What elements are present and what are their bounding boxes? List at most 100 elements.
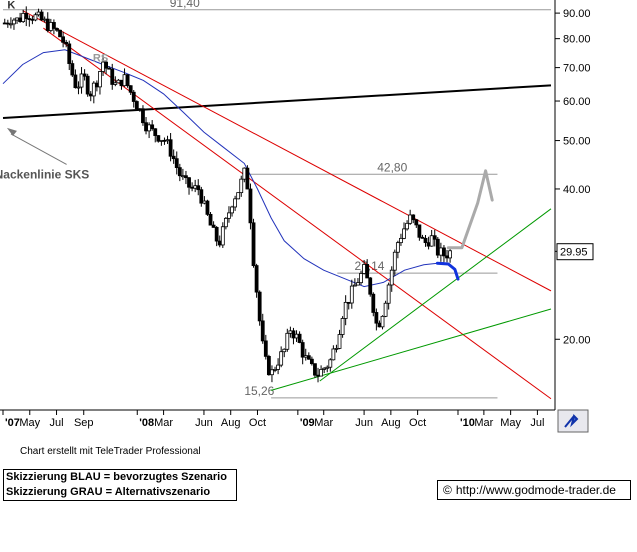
price-candle xyxy=(448,248,452,263)
price-candle xyxy=(39,9,44,22)
price-candle xyxy=(334,344,339,353)
price-candle xyxy=(24,6,29,27)
price-candle xyxy=(423,235,428,247)
price-candle xyxy=(12,17,16,30)
price-candle xyxy=(331,345,336,361)
scenario-gray-sketch xyxy=(446,169,494,250)
pattern-label-0: K xyxy=(7,0,15,11)
x-tick-label-13: Oct xyxy=(409,417,426,429)
price-candle xyxy=(73,69,78,89)
support-steep-line xyxy=(319,208,552,382)
chart-settings-button[interactable] xyxy=(557,409,589,433)
price-candle xyxy=(349,279,354,309)
price-candle xyxy=(131,90,136,108)
x-tick-label-2: Jul xyxy=(49,417,63,429)
source-link[interactable]: © http://www.godmode-trader.de xyxy=(437,480,631,500)
pattern-label-1: RS xyxy=(93,52,108,64)
price-candle xyxy=(208,212,213,226)
y-tick-label-2: 70.00 xyxy=(563,63,591,75)
chart-credit: Chart erstellt mit TeleTrader Profession… xyxy=(20,446,201,457)
source-url: http://www.godmode-trader.de xyxy=(455,483,616,497)
last-price-badge: 29.95 xyxy=(556,243,594,261)
price-candle xyxy=(306,352,311,360)
price-candle xyxy=(356,278,360,286)
x-tick-label-7: Aug xyxy=(221,417,241,429)
price-candle xyxy=(220,222,225,248)
price-candle xyxy=(187,177,191,195)
price-candle xyxy=(51,19,56,35)
moving-average-line xyxy=(2,49,445,288)
price-candle xyxy=(227,206,231,223)
x-tick-label-10: Mar xyxy=(314,417,333,429)
neckline-line xyxy=(2,84,552,119)
price-candle xyxy=(368,277,373,297)
price-candle xyxy=(168,133,173,162)
price-candle xyxy=(98,70,102,95)
price-candle xyxy=(70,60,75,78)
price-candle xyxy=(82,69,87,81)
price-candle xyxy=(325,365,330,373)
y-tick-label-3: 60.00 xyxy=(563,96,591,108)
price-candle xyxy=(420,234,425,239)
price-candle xyxy=(251,218,256,268)
price-candle xyxy=(8,17,13,29)
price-candle xyxy=(177,163,182,182)
neckline-label: Nackenlinie SKS xyxy=(0,167,89,181)
y-tick-label-1: 80.00 xyxy=(563,34,591,46)
x-axis: '07 May Jul Sep '08 Mar Jun Aug Oct '09 Mar Jun Aug O… xyxy=(2,410,544,429)
x-tick-label-0: '07 xyxy=(5,417,20,429)
price-candle xyxy=(171,149,176,164)
price-candle xyxy=(371,292,376,317)
price-candle xyxy=(340,316,345,338)
level-label-3: 15,26 xyxy=(244,384,274,398)
price-candle xyxy=(104,61,109,75)
note-gray-scenario: Skizzierung GRAU = Alternativszenario xyxy=(6,486,211,498)
price-candle xyxy=(230,205,234,217)
price-candle xyxy=(337,329,342,350)
price-candle xyxy=(309,356,314,366)
note-blue-scenario: Skizzierung BLAU = bevorzugtes Szenario xyxy=(6,471,227,483)
price-candle xyxy=(276,358,280,375)
y-tick-label-5: 40.00 xyxy=(563,184,591,196)
price-candle xyxy=(67,40,72,71)
scenario-sketches xyxy=(435,169,494,281)
price-candle xyxy=(214,226,219,247)
price-candle xyxy=(134,100,139,110)
x-tick-label-8: Oct xyxy=(249,417,266,429)
price-candle xyxy=(392,249,397,276)
price-candle xyxy=(260,313,265,344)
last-price-label: 29.95 xyxy=(560,247,588,259)
price-series xyxy=(2,6,452,383)
price-candle xyxy=(414,219,419,228)
price-candle xyxy=(386,282,391,310)
price-candle xyxy=(64,39,69,48)
price-candle xyxy=(365,259,370,279)
x-tick-label-1: May xyxy=(19,417,40,429)
resistance-inner-line xyxy=(43,27,552,400)
x-tick-label-14: '10 xyxy=(460,417,475,429)
price-candle xyxy=(322,367,327,374)
price-candle xyxy=(85,73,90,97)
price-candle xyxy=(389,266,394,292)
price-candle xyxy=(211,221,216,228)
price-candle xyxy=(328,358,333,372)
chart-annotations: K RS Nackenlinie SKS xyxy=(0,0,108,181)
price-candle xyxy=(55,27,59,32)
price-candle xyxy=(263,334,268,360)
x-tick-label-17: Jul xyxy=(530,417,544,429)
scenario-legend: Skizzierung BLAU = bevorzugtes Szenario … xyxy=(3,469,237,501)
x-tick-label-9: '09 xyxy=(300,417,315,429)
price-candle xyxy=(107,66,112,70)
price-candle xyxy=(184,170,188,185)
price-candle xyxy=(257,290,262,326)
price-candle xyxy=(33,12,38,22)
price-candle xyxy=(380,315,385,330)
price-candle xyxy=(279,346,284,368)
price-candle xyxy=(399,233,403,246)
price-candle xyxy=(156,135,161,143)
price-candle xyxy=(196,179,201,196)
price-candle xyxy=(442,245,446,262)
price-candle xyxy=(300,339,305,365)
price-candle xyxy=(153,128,158,143)
price-candle xyxy=(405,220,409,231)
